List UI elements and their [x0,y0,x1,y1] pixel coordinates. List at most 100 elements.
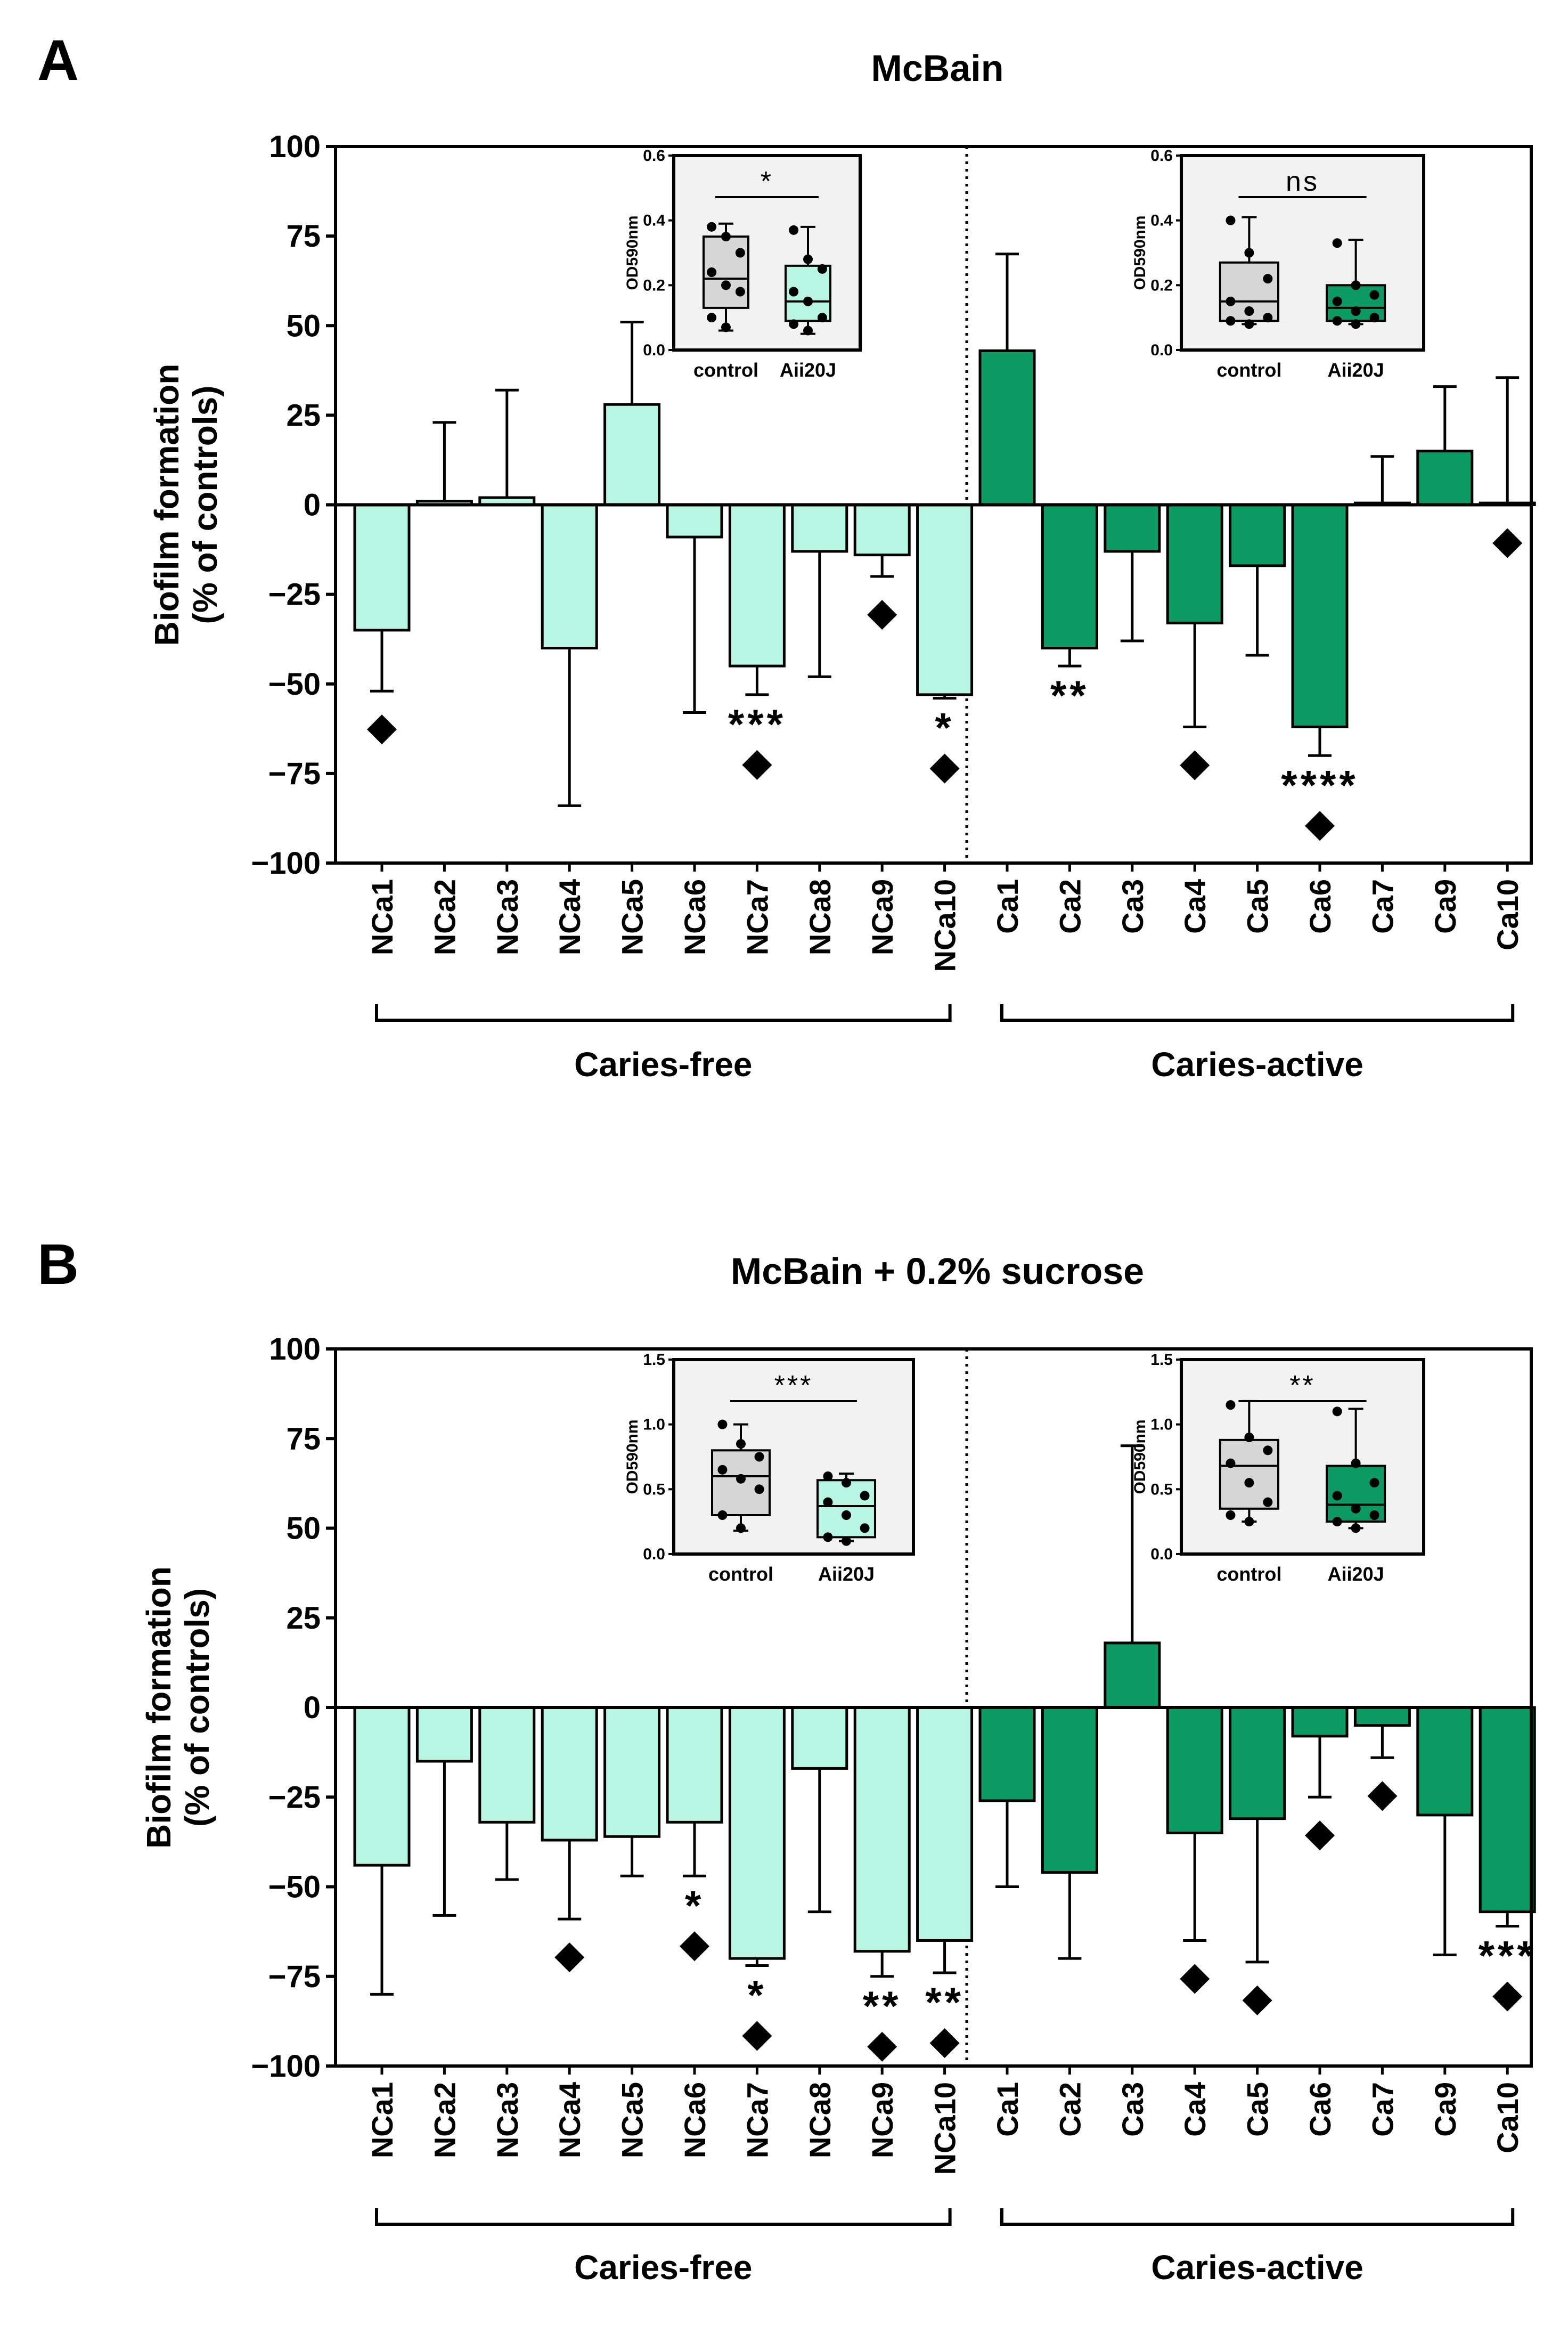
inset-point [736,1474,746,1484]
y-tick-label: 100 [269,129,321,164]
bar-ca10 [1479,1706,1536,1914]
inset-point [1244,1517,1254,1527]
x-tick-label: NCa5 [616,879,649,955]
inset-point [735,287,745,297]
bar-ca2 [1041,503,1098,649]
inset-point [1351,280,1361,290]
y-tick-label: 25 [286,398,321,433]
inset-point [721,232,731,242]
group-bracket [375,1004,952,1022]
inset-point [1369,313,1379,323]
bar-ca4 [1166,1706,1223,1835]
x-tick-label: Ca10 [1491,879,1524,950]
inset-y-tick-label: 1.0 [1150,1416,1173,1434]
significance-stars: ** [925,1979,964,2026]
diamond-marker [867,600,897,630]
y-tick-label: −50 [268,667,321,702]
bar-nca4 [541,503,598,649]
y-tick-label: −100 [251,2049,321,2084]
bar-nca8 [791,1706,848,1770]
inset-point [1244,306,1254,316]
inset-point [842,1478,851,1488]
diamond-marker [929,753,960,784]
bar-ca5 [1229,503,1286,567]
x-tick-label: NCa3 [491,2082,524,2158]
inset-significance: ns [1286,166,1319,197]
panel-title: McBain + 0.2% sucrose [731,1250,1144,1292]
x-tick-label: Ca9 [1428,879,1462,934]
y-axis-label: Biofilm formation(% of controls) [140,1566,216,1849]
inset-point [842,1536,851,1546]
y-tick-label: 0 [304,488,321,523]
plot-frame [334,145,1533,865]
inset-point [1244,248,1254,258]
x-tick-label: Ca10 [1491,2082,1524,2153]
x-tick-label: Ca5 [1241,2082,1275,2137]
inset-y-tick-label: 1.0 [643,1416,665,1434]
inset-y-tick-label: 0.6 [643,147,665,165]
diamond-marker [1492,528,1523,558]
inset-point [1226,1400,1236,1410]
x-tick-label: Ca1 [991,2082,1024,2137]
bar-nca3 [478,1706,536,1824]
bar-ca3 [1104,503,1161,553]
inset-point [707,267,717,277]
x-tick-label: Ca1 [991,879,1024,934]
inset-category-label: Aii20J [780,359,836,381]
bar-ca3 [1104,1641,1161,1709]
x-tick-label: Ca6 [1303,879,1337,934]
inset-y-tick-label: 0.4 [1150,212,1173,230]
panel-b: B McBain + 0.2% sucrose Biofilm formatio… [37,1232,1536,2287]
x-tick-label: NCa1 [365,2082,399,2158]
inset-point [707,222,717,232]
group-bracket [1000,2208,1515,2226]
inset-point [823,1471,833,1481]
inset-point [1332,238,1342,248]
inset-point [1226,316,1236,326]
inset-point [1226,215,1236,225]
inset-category-label: Aii20J [1328,1563,1384,1585]
group-label: Caries-active [1151,2248,1363,2287]
significance-stars: * [685,1882,704,1929]
bar-ca9 [1416,1706,1474,1817]
diamond-marker [554,1942,585,1973]
inset-point [754,1452,764,1462]
inset-point [1351,306,1361,316]
inset-boxplot: 0.0 0.2 0.4 0.6 OD590nm control Aii20J * [624,147,862,381]
inset-y-tick-label: 0.5 [1150,1481,1173,1498]
inset-y-tick-label: 0.6 [1150,147,1173,165]
diamond-marker [1305,1820,1335,1851]
inset-point [1332,296,1342,306]
inset-point [1332,316,1342,326]
inset-y-tick-label: 0.0 [643,1546,665,1563]
inset-point [803,296,813,306]
diamond-marker [367,714,397,745]
inset-point [860,1491,870,1501]
inset-point [736,1439,746,1449]
significance-stars: ** [1050,672,1089,719]
inset-significance: * [761,166,773,197]
inset-point [823,1532,833,1542]
inset-y-tick-label: 0.5 [643,1481,665,1498]
inset-boxplot: 0.0 0.2 0.4 0.6 OD590nm control Aii20J ns [1131,147,1425,381]
y-tick-label: 75 [286,1421,321,1456]
inset-y-tick-label: 0.0 [1150,341,1173,359]
bar-ca5 [1229,1706,1286,1820]
inset-category-label: control [1216,359,1281,381]
x-tick-label: Ca7 [1366,879,1399,934]
x-tick-label: NCa9 [865,879,899,955]
inset-y-tick-label: 0.4 [643,212,665,230]
x-tick-label: NCa3 [491,879,524,955]
inset-point [736,1523,746,1533]
diamond-marker [680,1931,709,1962]
inset-category-label: Aii20J [818,1563,875,1585]
bar-nca1 [353,503,411,632]
inset-point [1244,1478,1254,1488]
bar-nca2 [415,1706,473,1763]
y-tick-label: −100 [251,846,321,881]
panel-letter: A [37,28,79,92]
inset-category-label: control [708,1563,773,1585]
y-tick-label: −50 [268,1870,321,1905]
bar-ca6 [1291,503,1349,728]
